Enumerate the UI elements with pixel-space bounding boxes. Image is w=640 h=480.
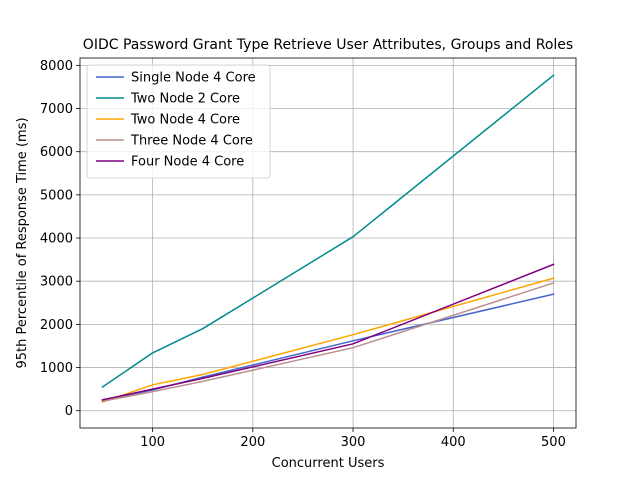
legend: Single Node 4 Core Two Node 2 Core Two Nod… bbox=[86, 64, 271, 179]
legend-box bbox=[86, 64, 271, 179]
y-tick-label: 5000 bbox=[40, 188, 73, 203]
series-line-two-node-2-core bbox=[101, 74, 555, 389]
x-tick-label: 300 bbox=[341, 435, 366, 450]
y-tick-label: 7000 bbox=[40, 102, 73, 117]
y-tick-label: 1000 bbox=[40, 361, 73, 376]
plot-frame bbox=[79, 57, 577, 429]
series-line-three-node-4-core bbox=[101, 281, 555, 403]
y-tick-label: 6000 bbox=[40, 145, 73, 160]
chart-title: OIDC Password Grant Type Retrieve User A… bbox=[83, 37, 573, 53]
series-lines bbox=[101, 74, 555, 404]
y-tick-label: 3000 bbox=[40, 275, 73, 290]
y-tick-label: 2000 bbox=[40, 318, 73, 333]
legend-label: Two Node 2 Core bbox=[130, 92, 240, 107]
series-line-single-node-4-core bbox=[101, 293, 555, 401]
y-axis-label: 95th Percentile of Response Time (ms) bbox=[15, 117, 30, 368]
legend-label: Three Node 4 Core bbox=[130, 134, 253, 149]
legend-label: Four Node 4 Core bbox=[131, 155, 244, 170]
series-line-four-node-4-core bbox=[101, 263, 555, 401]
axis-ticks: 100 200 300 400 5000100020003000400050006000… bbox=[40, 59, 566, 450]
y-tick-label: 4000 bbox=[40, 232, 73, 247]
x-tick-label: 500 bbox=[541, 435, 566, 450]
x-tick-label: 400 bbox=[441, 435, 466, 450]
legend-label: Two Node 4 Core bbox=[130, 113, 240, 128]
y-tick-label: 8000 bbox=[40, 59, 73, 74]
y-tick-label: 0 bbox=[65, 404, 73, 419]
x-tick-label: 200 bbox=[240, 435, 265, 450]
series-line-two-node-4-core bbox=[101, 277, 555, 404]
x-tick-label: 100 bbox=[140, 435, 165, 450]
x-axis-label: Concurrent Users bbox=[272, 456, 385, 471]
legend-label: Single Node 4 Core bbox=[131, 71, 256, 86]
